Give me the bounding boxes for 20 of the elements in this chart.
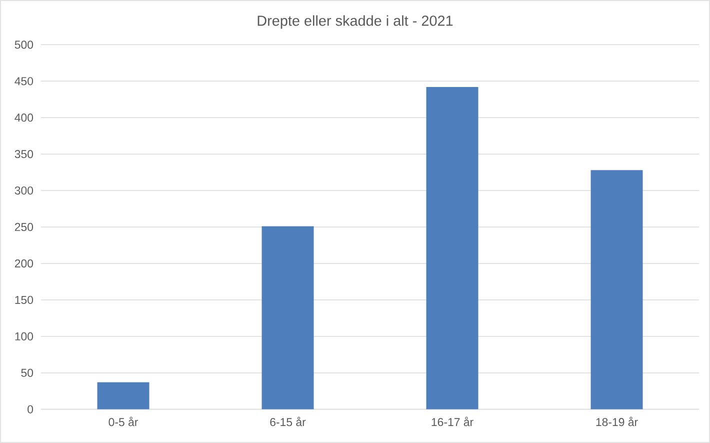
y-tick-label: 350 (14, 150, 34, 158)
y-tick-label: 400 (14, 114, 34, 122)
bar (426, 86, 478, 410)
y-tick-label: 150 (15, 296, 34, 304)
bar (97, 382, 150, 410)
x-tick-label: 16-17 år (432, 416, 474, 426)
y-tick-label: 200 (14, 259, 34, 268)
chart-title: Drepte eller skadde i alt - 2021 (258, 15, 453, 29)
y-tick-label: 500 (14, 40, 34, 49)
y-tick-label: 250 (14, 222, 34, 232)
bar (262, 226, 314, 410)
x-tick-label: 6-15 år (270, 416, 306, 426)
bar (590, 170, 643, 410)
y-tick-label: 50 (21, 368, 34, 377)
x-tick-label: 18-19 år (596, 416, 638, 426)
y-tick-label: 300 (14, 186, 34, 195)
y-tick-label: 100 (15, 332, 34, 340)
x-tick-label: 0-5 år (108, 416, 138, 426)
y-tick-label: 0 (28, 405, 34, 414)
y-tick-label: 450 (14, 77, 34, 86)
